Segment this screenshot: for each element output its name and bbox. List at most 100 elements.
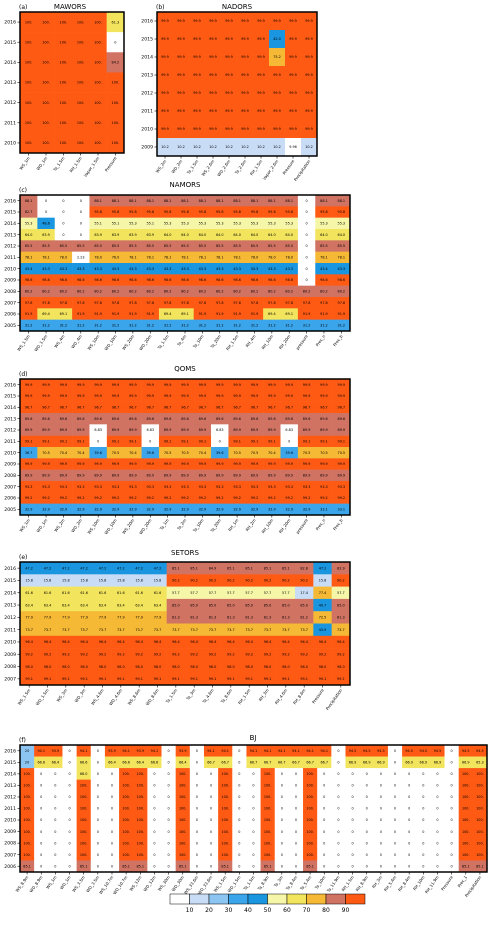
x-tick-label: WD_1.5m <box>35 688 50 707</box>
cell-label: 97.8 <box>77 301 85 305</box>
heatmap-cell <box>72 263 90 275</box>
x-tick-label: WD_4.6m <box>108 688 123 707</box>
heatmap-cell <box>38 598 57 612</box>
heatmap-cell <box>161 791 176 804</box>
cell-label: 90.2 <box>282 579 290 583</box>
cell-label: 99.9 <box>177 19 185 23</box>
heatmap-cell <box>258 562 277 575</box>
cell-label: 99.2 <box>303 496 311 500</box>
cell-label: 99.1 <box>338 440 346 444</box>
cell-label: 89.9 <box>216 474 224 478</box>
heatmap-cell <box>54 112 73 134</box>
cell-label: 43.3 <box>216 267 224 271</box>
cell-label: 0 <box>422 830 424 834</box>
heatmap-cell <box>313 672 332 686</box>
heatmap-cell <box>297 424 316 436</box>
panel-title: QOMS <box>174 365 196 373</box>
cell-label: 0 <box>97 841 99 845</box>
heatmap-cell <box>34 745 49 757</box>
heatmap-cell <box>193 240 212 252</box>
heatmap-cell <box>258 672 277 686</box>
heatmap-cell <box>315 229 333 241</box>
cell-label: 80.2 <box>320 290 328 294</box>
heatmap-cell <box>173 48 190 67</box>
cell-label: 63.4 <box>62 603 70 607</box>
cell-label: 0 <box>111 784 113 788</box>
heatmap-cell <box>359 768 375 780</box>
cell-label: 99.2 <box>338 496 346 500</box>
y-tick-label: 2009 <box>4 462 16 468</box>
heatmap-cell <box>416 825 431 838</box>
heatmap-cell <box>141 492 160 504</box>
cell-label: 55.3 <box>181 222 189 226</box>
cell-label: 61.6 <box>44 591 52 595</box>
heatmap-cell <box>280 401 299 414</box>
cell-label: 0 <box>436 818 438 822</box>
cell-label: 99.9 <box>225 37 233 41</box>
heatmap-cell <box>359 860 375 873</box>
heatmap-cell <box>124 492 142 504</box>
heatmap-cell <box>193 401 212 414</box>
heatmap-cell <box>245 503 264 516</box>
heatmap-cell <box>175 802 191 815</box>
cell-label: 43.3 <box>251 267 259 271</box>
heatmap-cell <box>54 229 73 241</box>
colorbar-tick-label: 80 <box>322 907 330 914</box>
heatmap-cell <box>332 435 351 448</box>
heatmap-cell <box>62 814 77 827</box>
cell-label: 99.2 <box>62 652 70 656</box>
heatmap-cell <box>37 424 56 436</box>
cell-label: 99.2 <box>245 652 253 656</box>
heatmap-cell <box>133 756 148 769</box>
heatmap-cell <box>54 447 73 459</box>
cell-label: 95.8 <box>216 210 224 214</box>
cell-label: 0 <box>54 818 56 822</box>
heatmap-cell <box>416 814 431 827</box>
heatmap-cell <box>157 66 174 85</box>
cell-label: 0 <box>40 830 42 834</box>
heatmap-cell <box>106 240 125 252</box>
heatmap-cell <box>317 814 332 827</box>
heatmap-cell <box>228 217 247 230</box>
heatmap-cell <box>332 251 351 264</box>
cell-label: 99.9 <box>241 19 249 23</box>
cell-label: 99.1 <box>129 440 137 444</box>
cell-label: 85.1 <box>221 864 229 868</box>
cell-label: 100. <box>42 101 50 105</box>
heatmap-cell <box>176 503 194 516</box>
cell-label: 0 <box>408 772 410 776</box>
y-tick-label: 2007 <box>4 300 16 306</box>
heatmap-cell <box>402 768 417 780</box>
heatmap-cell <box>260 837 276 850</box>
heatmap-cell <box>141 435 160 448</box>
cell-label: 93.9 <box>179 749 187 753</box>
heatmap-cell <box>245 285 264 298</box>
heatmap-cell <box>189 66 206 85</box>
heatmap-cell <box>147 860 162 873</box>
cell-label: 33.1 <box>320 508 328 512</box>
heatmap-cell <box>34 848 49 861</box>
heatmap-cell <box>315 401 333 414</box>
heatmap-cell <box>218 745 233 757</box>
cell-label: 98.6 <box>94 278 102 282</box>
heatmap-cell <box>276 611 296 624</box>
heatmap-cell <box>303 837 318 850</box>
cell-label: 96.4 <box>25 640 33 644</box>
cell-label: 99.9 <box>225 127 233 131</box>
heatmap-cell <box>189 768 205 780</box>
heatmap-cell <box>20 12 38 33</box>
heatmap-cell <box>147 814 162 827</box>
cell-label: 96.7 <box>268 406 276 410</box>
cell-label: 99.9 <box>273 127 281 131</box>
heatmap-cell <box>332 263 351 275</box>
cell-label: 0 <box>351 818 353 822</box>
heatmap-cell <box>332 319 351 332</box>
heatmap-cell <box>20 240 38 252</box>
y-tick-label: 2010 <box>4 141 16 147</box>
cell-label: 31.2 <box>164 324 172 328</box>
cell-label: 49.7 <box>319 603 327 607</box>
cell-label: 98.0 <box>117 665 125 669</box>
cell-label: 99.9 <box>251 394 259 398</box>
heatmap-cell <box>359 779 375 792</box>
cell-label: 0 <box>422 784 424 788</box>
